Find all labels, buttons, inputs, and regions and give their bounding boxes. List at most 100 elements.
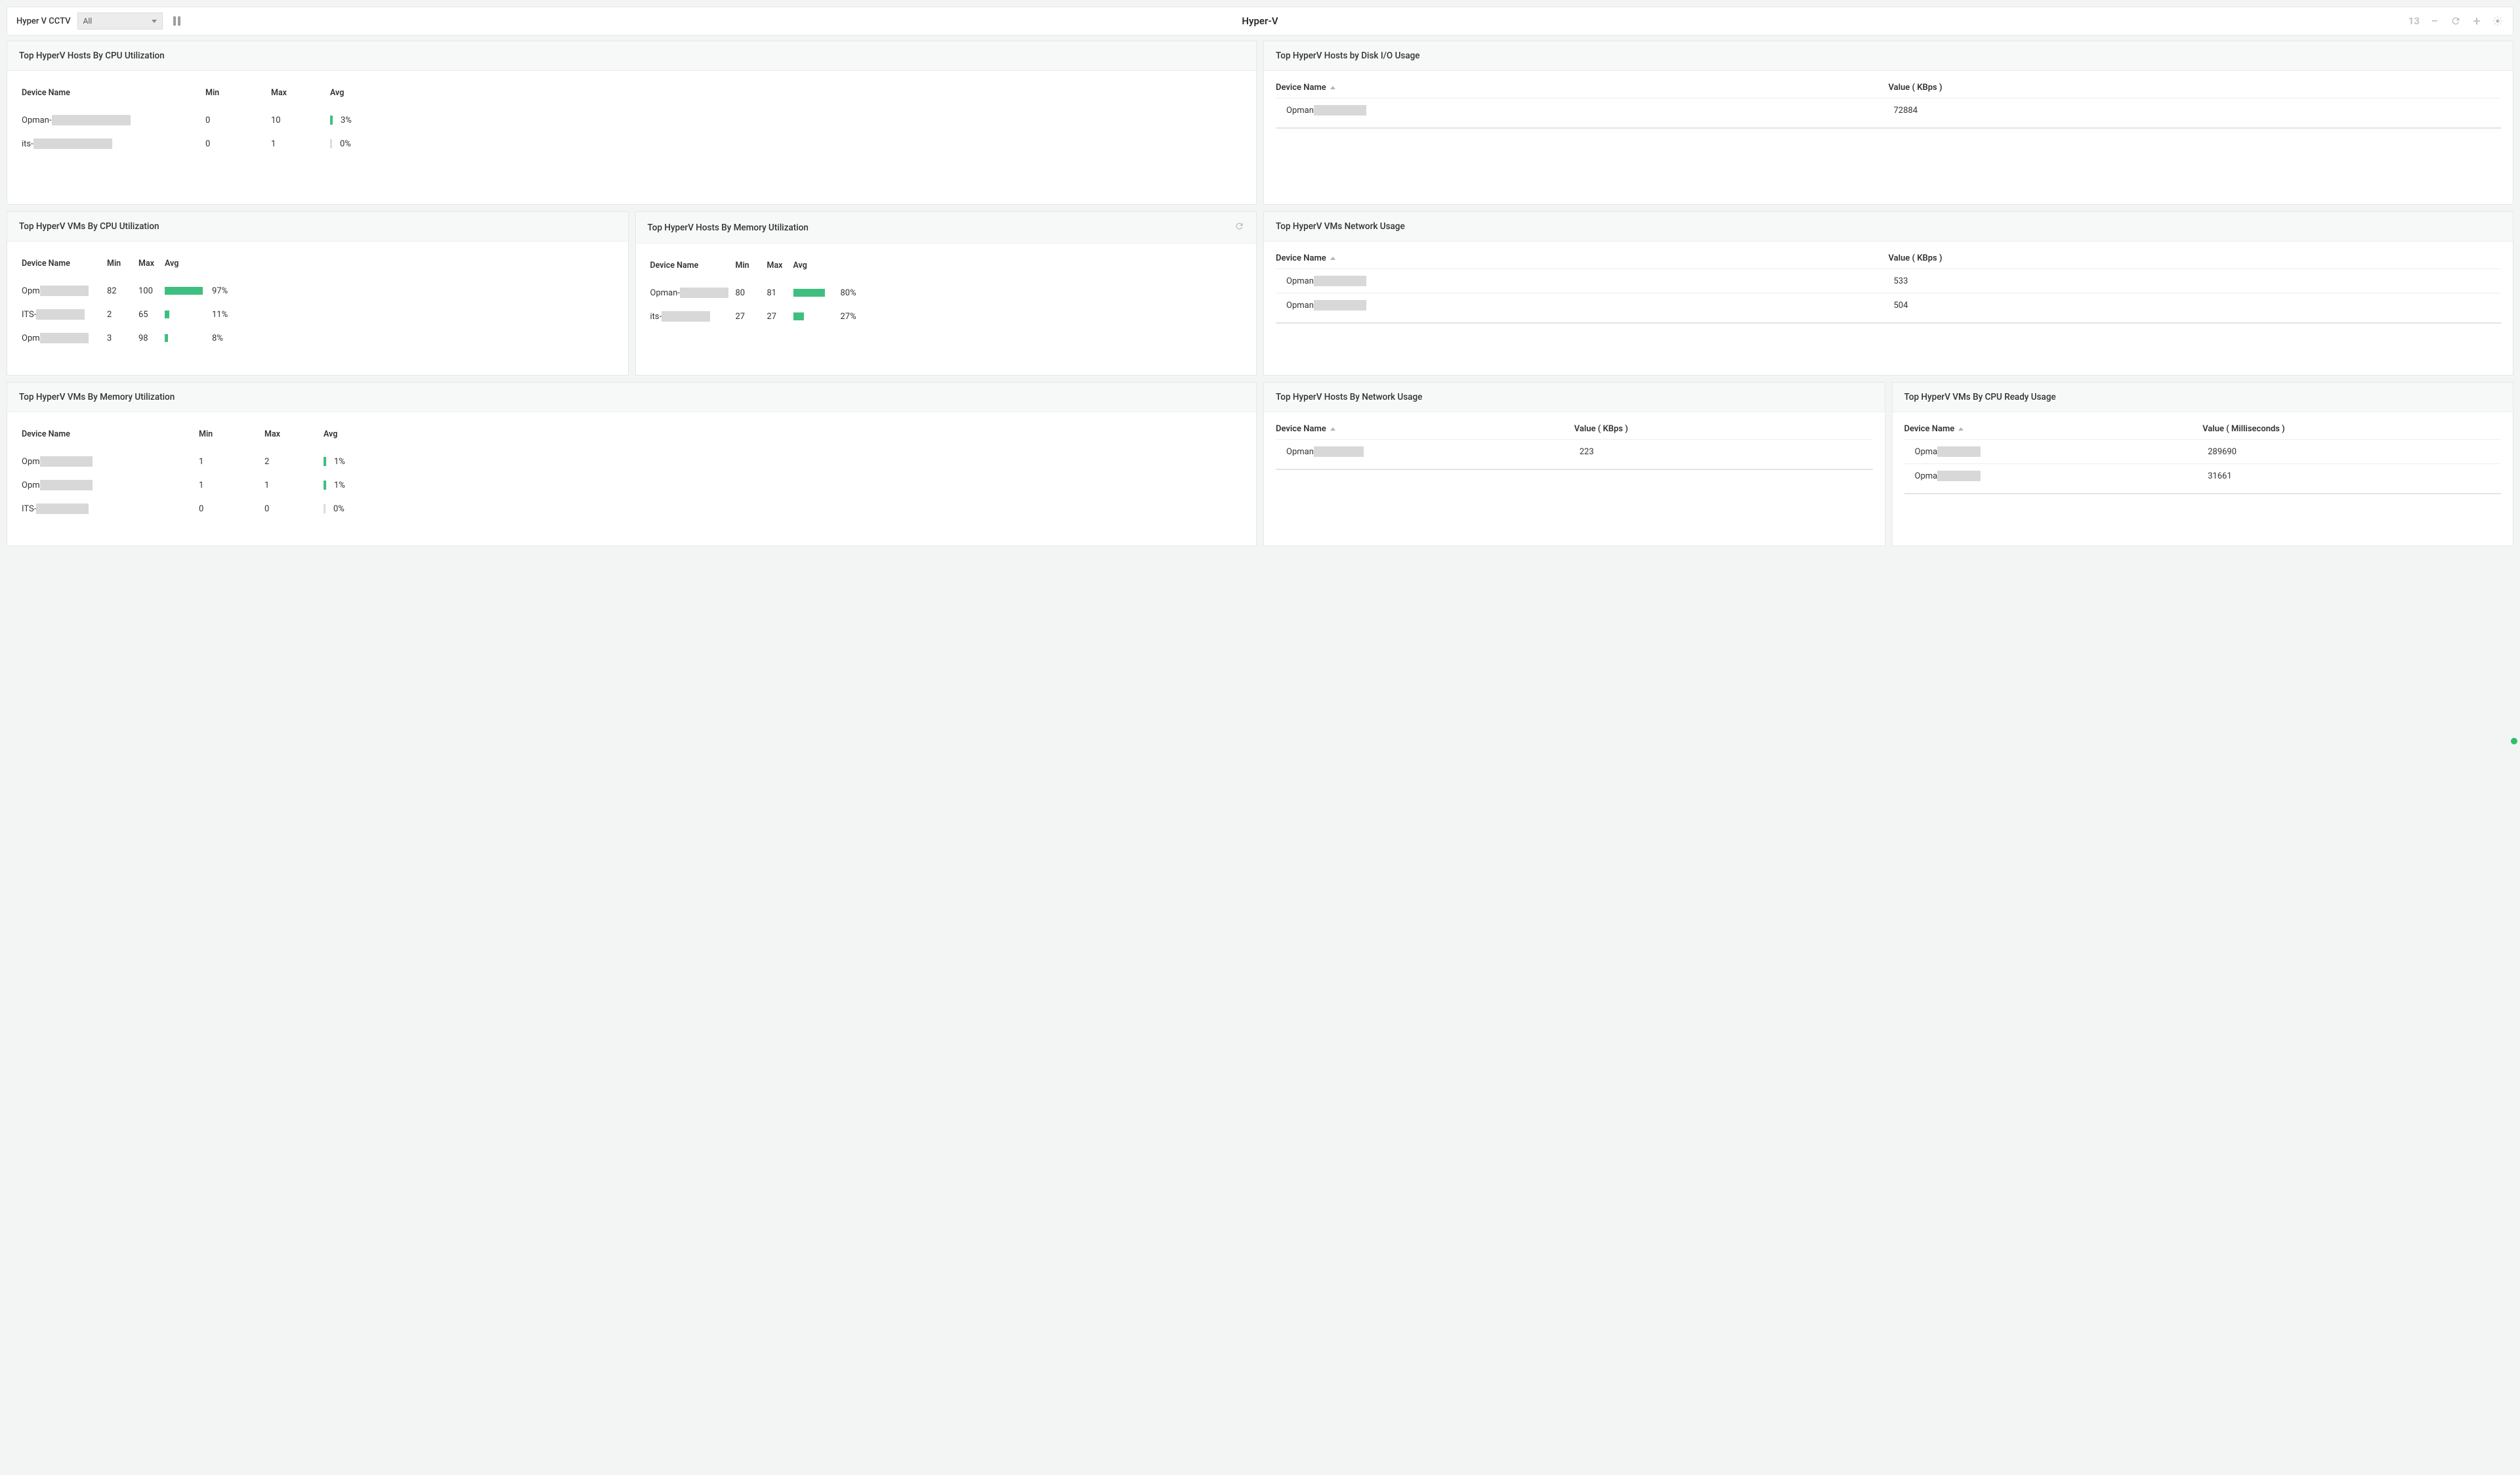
toolbar-left: Hyper V CCTV All	[16, 12, 180, 30]
theme-button[interactable]	[2492, 15, 2504, 27]
toolbar-right: 13 − +	[2408, 15, 2504, 27]
minus-button[interactable]: −	[2429, 15, 2441, 27]
col-value[interactable]: Value ( KBps )	[1574, 424, 1873, 434]
device-name-prefix: Opman	[1286, 276, 1314, 286]
cell-value: 72884	[1894, 106, 2502, 116]
cell-avg: 1%	[321, 453, 387, 471]
cell-device: Opman	[1276, 446, 1580, 457]
col-device-name[interactable]: Device Name	[1276, 253, 1889, 263]
avg-bar	[165, 310, 169, 318]
cell-value: 504	[1894, 301, 2502, 310]
refresh-button[interactable]	[2450, 15, 2462, 27]
cell-device: Opman-	[19, 111, 203, 129]
redacted-text	[1314, 300, 1366, 310]
device-name-prefix: Opm	[22, 481, 40, 490]
redacted-text	[680, 288, 728, 298]
cell-max: 1	[268, 135, 327, 153]
widget-hosts-disk: Top HyperV Hosts by Disk I/O Usage Devic…	[1263, 41, 2513, 205]
cell-max: 27	[765, 308, 791, 326]
avg-bar-track	[793, 289, 833, 297]
widget-header: Top HyperV VMs By CPU Ready Usage	[1893, 383, 2513, 412]
dashboard-grid: Top HyperV Hosts By CPU Utilization Devi…	[0, 41, 2520, 553]
sort-asc-icon	[1330, 257, 1335, 260]
col-avg: Avg	[321, 425, 387, 443]
avg-bar	[324, 481, 326, 490]
col-max: Max	[136, 255, 162, 272]
pause-icon-bar	[173, 16, 176, 26]
cell-device: ITS-	[19, 305, 104, 324]
avg-pct: 8%	[212, 333, 223, 343]
widget-header: Top HyperV Hosts By Network Usage	[1264, 383, 1885, 412]
col-value[interactable]: Value ( Milliseconds )	[2202, 424, 2501, 434]
cell-device: its-	[648, 307, 733, 326]
table-row: Opm3988%	[19, 326, 616, 350]
cell-device: Opma	[1904, 446, 2208, 457]
col-device-name[interactable]: Device Name	[1904, 424, 2203, 434]
device-name-prefix: Opman-	[650, 288, 681, 298]
avg-bar-track	[165, 334, 204, 342]
table-row: Opman 504	[1276, 293, 2501, 317]
cell-max: 10	[268, 112, 327, 129]
col-device-name: Device Name	[19, 255, 104, 272]
section-divider	[1904, 493, 2502, 494]
avg-bar	[330, 116, 333, 125]
cell-device: ITS-	[19, 500, 196, 518]
cell-avg: 8%	[162, 330, 226, 347]
cell-value: 289690	[2208, 447, 2501, 457]
table-row: Opman533	[1276, 269, 2501, 293]
col-min: Min	[203, 84, 268, 102]
col-value[interactable]: Value ( KBps )	[1889, 83, 2502, 93]
device-name-prefix: ITS-	[22, 310, 36, 320]
col-value[interactable]: Value ( KBps )	[1889, 253, 2502, 263]
widget-header: Top HyperV Hosts By Memory Utilization	[636, 212, 1257, 244]
cell-avg: 0%	[327, 135, 393, 153]
cell-device: Opm	[19, 329, 104, 347]
table-row: Opm121%	[19, 450, 1244, 473]
section-divider	[1276, 469, 1873, 470]
avg-pct: 27%	[841, 312, 856, 322]
widget-hosts-cpu: Top HyperV Hosts By CPU Utilization Devi…	[7, 41, 1257, 205]
device-name-prefix: Opma	[1915, 471, 1938, 481]
device-name-prefix: Opman	[1286, 106, 1314, 116]
redacted-text	[40, 456, 93, 467]
avg-pct: 1%	[334, 481, 345, 490]
cell-min: 0	[203, 135, 268, 153]
widget-title: Top HyperV VMs By CPU Utilization	[19, 221, 159, 232]
widget-title: Top HyperV Hosts by Disk I/O Usage	[1276, 51, 1420, 61]
toolbar: Hyper V CCTV All Hyper-V 13 − +	[7, 7, 2513, 35]
avg-bar-track	[165, 287, 204, 295]
plus-button[interactable]: +	[2471, 15, 2483, 27]
avg-pct: 97%	[212, 286, 228, 296]
section-divider	[1276, 127, 2501, 129]
redacted-text	[36, 503, 89, 514]
col-device-name: Device Name	[19, 84, 203, 102]
table-row: Opm111%	[19, 473, 1244, 497]
avg-bar	[324, 504, 326, 513]
widget-title: Top HyperV VMs By CPU Ready Usage	[1904, 392, 2056, 402]
device-name-prefix: Opman	[1286, 301, 1314, 310]
grid-row: Top HyperV Hosts By CPU Utilization Devi…	[7, 41, 2513, 205]
widget-title: Top HyperV VMs Network Usage	[1276, 221, 1405, 232]
widget-body: Device NameValue ( KBps )Opman533Opman50…	[1264, 242, 2513, 375]
widget-title: Top HyperV Hosts By Network Usage	[1276, 392, 1422, 402]
cell-max: 0	[262, 500, 321, 518]
col-max: Max	[765, 257, 791, 274]
redacted-text	[662, 311, 710, 322]
table-row: Opm8210097%	[19, 279, 616, 303]
avg-pct: 0%	[340, 139, 351, 149]
col-device-name[interactable]: Device Name	[1276, 83, 1889, 93]
col-device-name[interactable]: Device Name	[1276, 424, 1574, 434]
cell-max: 65	[136, 306, 162, 324]
cell-device: Opm	[19, 452, 196, 471]
filter-dropdown[interactable]: All	[77, 12, 163, 30]
cell-device: Opm	[19, 476, 196, 494]
table-row: ITS-26511%	[19, 303, 616, 326]
widget-hosts-net: Top HyperV Hosts By Network Usage Device…	[1263, 382, 1885, 546]
grid-row: Top HyperV VMs By Memory Utilization Dev…	[7, 382, 2513, 546]
cell-max: 81	[765, 284, 791, 302]
sort-asc-icon	[1330, 86, 1335, 89]
pause-button[interactable]	[173, 16, 180, 26]
page-title: Hyper-V	[7, 15, 2513, 27]
toolbar-title-label: Hyper V CCTV	[16, 16, 71, 26]
cell-min: 82	[104, 282, 136, 300]
